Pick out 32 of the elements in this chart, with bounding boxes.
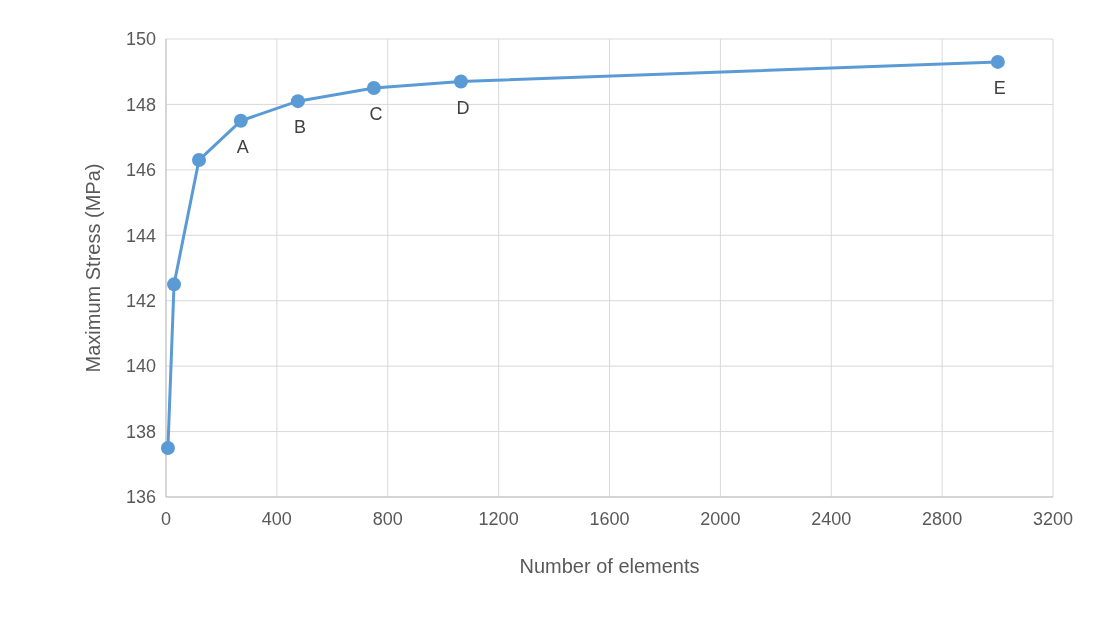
point (160, 440, 175, 455)
point (366, 81, 381, 96)
x-tick-label: 1600 (589, 509, 630, 529)
x-tick-label: 800 (372, 509, 403, 529)
y-tick-label: 136 (125, 487, 156, 508)
annotation: D (456, 97, 470, 118)
annotation: E (993, 77, 1006, 98)
x-tick-label: 400 (261, 509, 292, 529)
y-tick-label: 142 (125, 291, 156, 312)
y-axis-title: Maximum Stress (MPa) (82, 163, 104, 373)
point (453, 74, 468, 89)
y-tick-label: 138 (125, 421, 156, 442)
y-tick-label: 146 (125, 160, 156, 181)
y-tick-label: 150 (125, 29, 156, 50)
annotation: B (293, 117, 306, 138)
annotation: A (236, 136, 249, 157)
x-tick-label: 1200 (478, 509, 519, 529)
y-tick-label: 144 (125, 225, 156, 246)
point (191, 153, 206, 168)
point (233, 113, 248, 128)
point (990, 54, 1005, 69)
x-axis-title: Number of elements (519, 555, 700, 577)
x-tick-label: 3200 (1032, 509, 1074, 529)
x-tick-label: 2000 (700, 509, 741, 529)
point (167, 277, 182, 292)
x-tick-label: 2800 (922, 509, 963, 529)
x-tick-label: 2400 (811, 509, 852, 529)
x-tick-label: 0 (160, 509, 172, 529)
y-tick-label: 148 (125, 94, 156, 115)
annotation: C (369, 104, 383, 125)
point (290, 94, 305, 109)
y-tick-label: 140 (125, 356, 156, 377)
